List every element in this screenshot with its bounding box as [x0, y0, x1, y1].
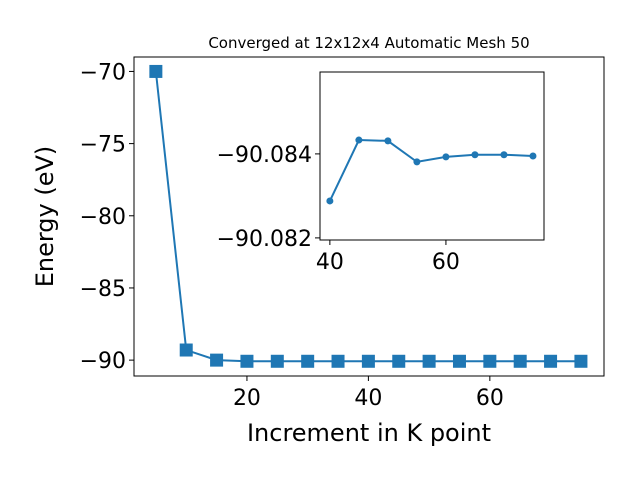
marker	[544, 354, 558, 368]
marker	[361, 354, 375, 368]
marker	[529, 152, 537, 160]
marker	[452, 354, 466, 368]
x-tick-label: 40	[354, 386, 382, 411]
marker	[422, 354, 436, 368]
x-axis-label: Increment in K point	[247, 419, 491, 447]
x-tick-label: 20	[233, 386, 261, 411]
marker	[413, 158, 421, 166]
marker	[483, 354, 497, 368]
marker	[442, 153, 450, 161]
marker	[240, 354, 254, 368]
x-tick-label: 60	[432, 250, 460, 275]
marker	[513, 354, 527, 368]
marker	[471, 151, 479, 159]
y-tick-label: −75	[80, 133, 126, 158]
y-tick-label: −90.084	[217, 143, 312, 168]
y-axis-label: Energy (eV)	[31, 146, 59, 288]
marker	[149, 64, 163, 78]
marker	[384, 137, 392, 145]
marker	[574, 354, 588, 368]
x-tick-label: 40	[316, 250, 344, 275]
marker	[179, 343, 193, 357]
chart-title: Converged at 12x12x4 Automatic Mesh 50	[208, 34, 529, 52]
marker	[301, 354, 315, 368]
y-tick-label: −90.082	[217, 227, 312, 252]
x-tick-label: 60	[476, 386, 504, 411]
marker	[270, 354, 284, 368]
y-tick-label: −85	[80, 277, 126, 302]
marker	[326, 197, 334, 205]
marker	[331, 354, 345, 368]
marker	[210, 353, 224, 367]
y-tick-label: −80	[80, 205, 126, 230]
y-tick-label: −70	[80, 60, 126, 85]
marker	[500, 151, 508, 159]
marker	[392, 354, 406, 368]
line	[328, 139, 534, 202]
y-tick-label: −90	[80, 349, 126, 374]
marker	[355, 136, 363, 144]
